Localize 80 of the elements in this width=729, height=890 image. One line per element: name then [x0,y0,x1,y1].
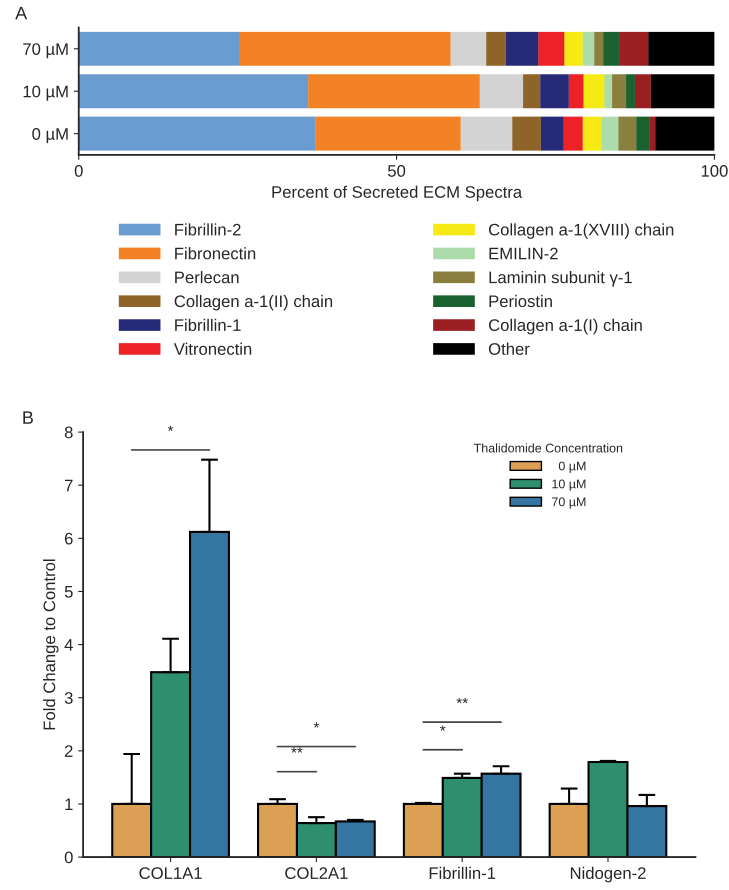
bar [240,32,451,66]
bar [486,32,506,66]
legend-label: Fibrillin-2 [175,223,241,236]
bar [655,116,714,151]
legend-label: Laminin subunit γ-1 [490,271,632,287]
bar [619,32,648,66]
legend-label: Fibronectin [175,247,256,260]
legend-label: Perlecan [175,271,239,284]
annotation: ** [291,747,303,753]
bar [583,74,604,108]
y-tick-label: 70 µM [23,43,68,58]
y-axis-title: Fold Change to Control [43,560,59,730]
bar [540,74,569,108]
bar [450,32,486,66]
annotation: * [440,725,446,731]
y-tick-label: 8 [64,426,73,438]
chart-title: A [15,6,28,20]
bar [594,32,604,66]
legend-label: EMILIN-2 [490,248,558,260]
y-tick-label: 0 µM [32,128,68,144]
bar [650,116,656,151]
y-tick-label: 5 [64,586,73,598]
legend-label: Collagen a-1(II) chain [174,294,332,310]
bar [582,116,602,151]
bar [538,32,564,66]
legend-title: Thalidomide Concentration [474,443,622,453]
bar [512,116,541,151]
bar [618,116,636,151]
bar [78,74,308,108]
bar [506,32,538,66]
bar [626,74,635,108]
x-tick-label: 50 [388,165,406,177]
bar [568,74,584,108]
bar [460,116,512,151]
bar [523,74,540,108]
text: * [168,426,174,432]
x-tick-label: COL2A1 [285,867,348,880]
y-tick-label: 10 µM [24,86,68,101]
y-tick-label: 6 [64,532,73,545]
annotation: ** [456,698,468,704]
x-tick-label: COL1A1 [139,867,202,880]
x-tick-label: Nidogen-2 [570,866,646,882]
x-axis-title: Percent of Secreted ECM Spectra [272,186,522,202]
y-tick-label: 0 [64,851,73,864]
legend-label: 70 µM [552,497,586,509]
bar [78,32,240,66]
legend-label: 10 µM [552,479,586,491]
bar [308,74,480,108]
bar [650,74,714,108]
bar [540,116,564,151]
bar [648,32,714,66]
legend-label: Other [488,342,530,355]
bar [604,74,612,108]
x-tick-label: Fibrillin-1 [430,866,496,880]
bar [636,116,650,151]
bar [480,74,524,108]
bar [603,32,620,66]
bar [564,32,583,66]
bar [582,32,594,66]
legend-label: Fibrillin-1 [175,318,241,332]
bar [564,116,583,151]
bar [612,74,626,108]
bar [78,116,316,151]
bar [601,116,618,151]
y-tick-label: 7 [64,480,73,492]
bar [315,116,461,151]
y-tick-label: 3 [64,692,73,704]
y-tick-label: 4 [64,639,73,651]
legend-label: Collagen a-1(XVIII) chain [488,223,674,239]
bar [634,74,651,108]
legend-label: Collagen a-1(I) chain [488,318,642,334]
annotation: * [314,722,320,728]
x-tick-label: 100 [702,165,728,177]
y-tick-label: 1 [65,798,73,810]
chart-title: B [23,411,33,424]
legend-label: 0 µM [558,462,586,473]
y-tick-label: 2 [64,745,73,757]
legend-label: Vitronectin [174,342,252,355]
x-tick-label: 0 [74,165,83,177]
legend-label: Periostin [490,294,552,308]
